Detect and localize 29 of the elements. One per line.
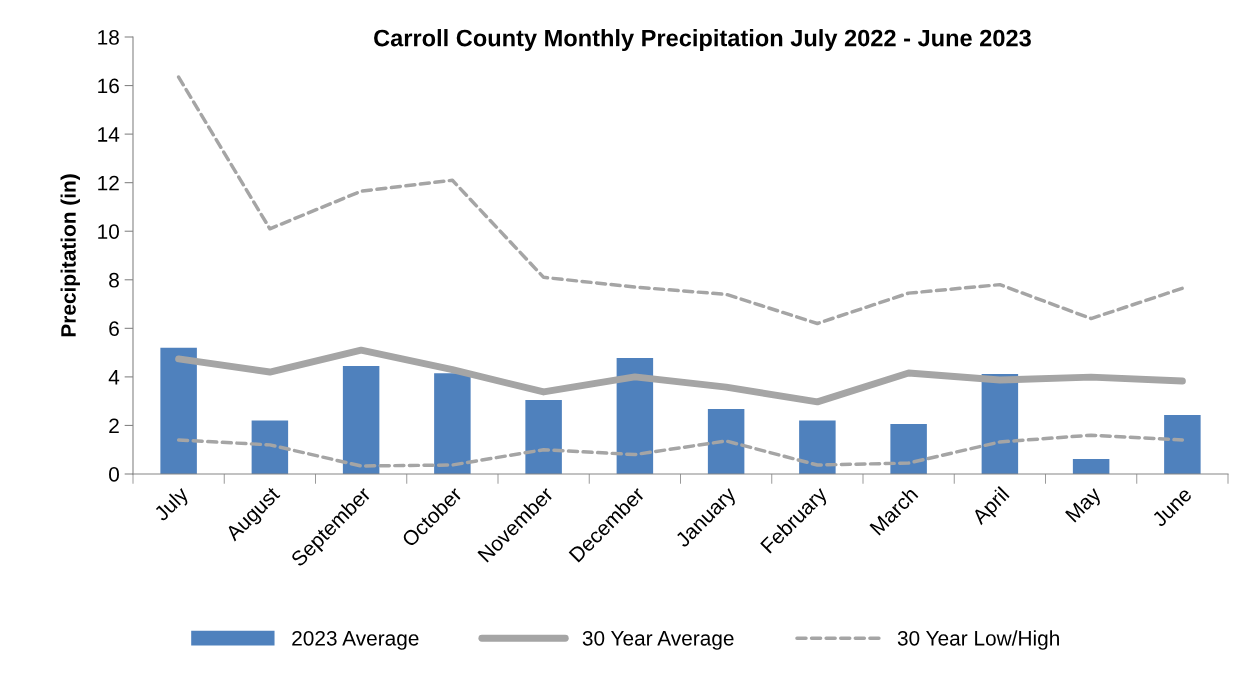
chart-title: Carroll County Monthly Precipitation July 2022 - June 2023 xyxy=(374,29,1031,52)
y-tick-label: 16 xyxy=(98,78,119,94)
bar xyxy=(342,365,380,474)
y-tick-label: 18 xyxy=(98,30,119,45)
bar xyxy=(799,420,836,474)
legend-label: 2023 Average xyxy=(292,630,419,650)
y-tick-label: 6 xyxy=(109,321,119,337)
x-tick-label: May xyxy=(1065,485,1105,526)
legend-label: 30 Year Low/High xyxy=(897,630,1059,650)
y-tick-label: 14 xyxy=(98,127,120,142)
y-tick-label: 12 xyxy=(98,175,119,191)
y-tick-label: 4 xyxy=(108,370,120,385)
bar xyxy=(1072,458,1110,474)
line-series xyxy=(176,75,1185,326)
y-tick-label: 10 xyxy=(98,224,119,239)
bar xyxy=(160,347,197,474)
bar xyxy=(1164,415,1201,474)
y-tick-label: 2 xyxy=(109,418,119,433)
y-tick-label: 0 xyxy=(109,467,119,482)
bar xyxy=(707,408,745,474)
line-series xyxy=(176,433,1185,468)
bar xyxy=(890,423,927,474)
bar xyxy=(525,399,562,474)
bar xyxy=(434,373,471,474)
bar xyxy=(251,420,289,474)
x-tick-label: July xyxy=(152,485,193,525)
y-tick-label: 8 xyxy=(109,272,119,288)
y-axis-title: Precipitation (in) xyxy=(60,174,80,337)
legend-label: 30 Year Average xyxy=(582,630,734,650)
